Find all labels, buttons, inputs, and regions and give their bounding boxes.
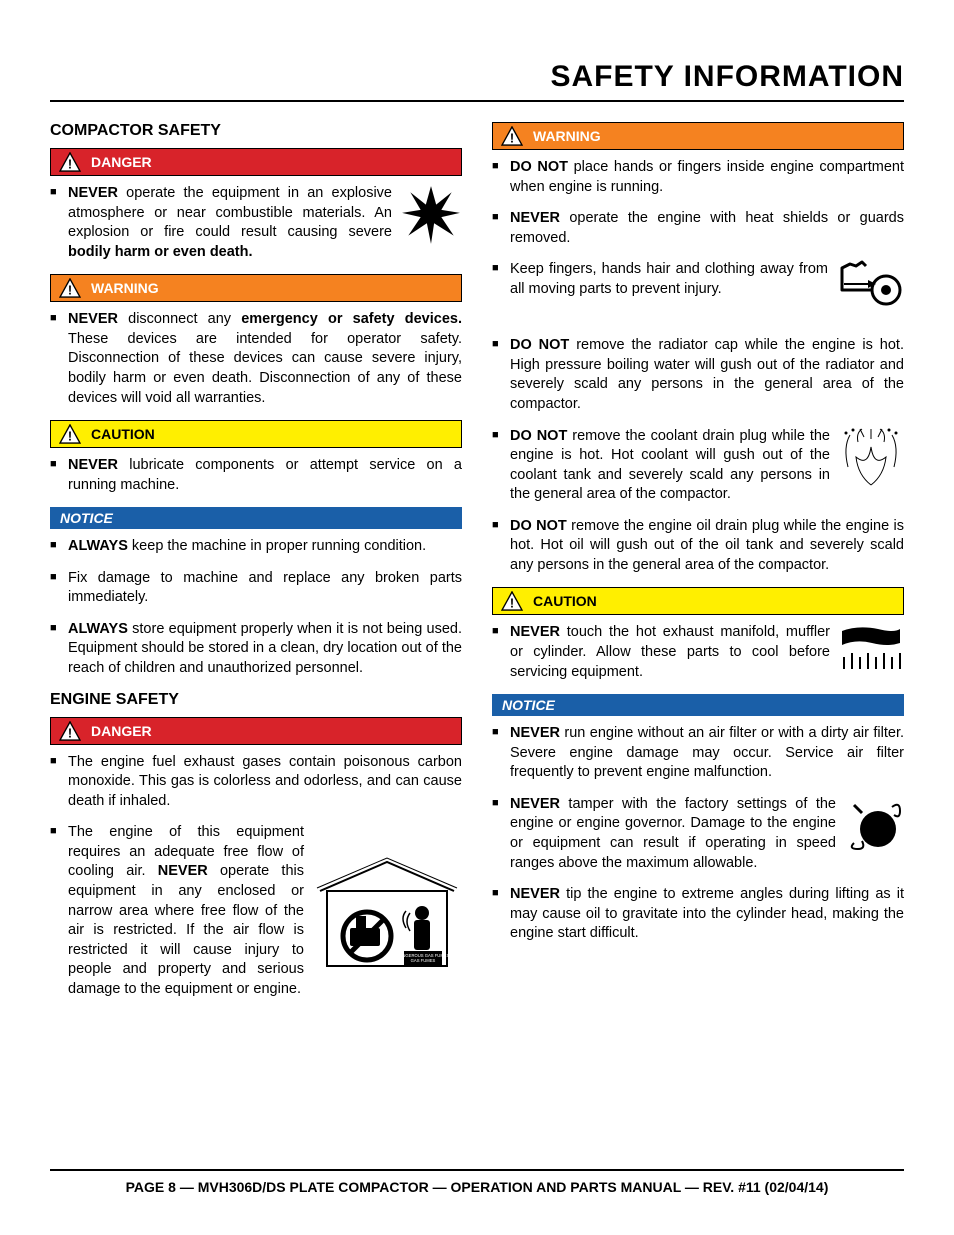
list-item: NEVER operate the engine with heat shiel… <box>492 209 904 248</box>
list-item: NEVER touch the hot exhaust manifold, mu… <box>492 623 904 682</box>
engine-danger-list: The engine fuel exhaust gases contain po… <box>50 753 462 1000</box>
alert-caution-label: CAUTION <box>91 426 155 442</box>
alert-triangle-icon: ! <box>59 278 81 298</box>
alert-danger: ! DANGER <box>50 717 462 745</box>
alert-warning-label: WARNING <box>91 280 159 296</box>
list-item: ALWAYS keep the machine in proper runnin… <box>50 537 462 557</box>
heading-compactor-safety: COMPACTOR SAFETY <box>50 122 462 140</box>
list-item: DO NOT remove the coolant drain plug whi… <box>492 427 904 505</box>
engine-notice-list: NEVER run engine without an air filter o… <box>492 724 904 944</box>
alert-warning: ! WARNING <box>492 122 904 150</box>
hot-surface-icon <box>838 623 904 671</box>
alert-triangle-icon: ! <box>501 591 523 611</box>
svg-text:!: ! <box>68 156 72 171</box>
danger-list: NEVER operate the equipment in an explos… <box>50 184 462 262</box>
alert-warning-label: WARNING <box>533 128 601 144</box>
svg-text:!: ! <box>68 283 72 298</box>
list-item: NEVER tamper with the factory settings o… <box>492 795 904 873</box>
svg-text:GAS FUMES: GAS FUMES <box>411 958 436 963</box>
splash-icon <box>838 427 904 489</box>
list-item: NEVER run engine without an air filter o… <box>492 724 904 783</box>
list-item: DO NOT remove the radiator cap while the… <box>492 336 904 414</box>
warning-list: NEVER disconnect any emergency or safety… <box>50 310 462 408</box>
hand-pulley-icon <box>836 260 904 318</box>
list-item: DO NOT remove the engine oil drain plug … <box>492 517 904 576</box>
engine-caution-list: NEVER touch the hot exhaust manifold, mu… <box>492 623 904 682</box>
list-item: Keep fingers, hands hair and clothing aw… <box>492 260 904 324</box>
content-columns: COMPACTOR SAFETY ! DANGER NEVER operate … <box>50 116 904 1011</box>
explosion-icon <box>400 184 462 246</box>
svg-text:!: ! <box>510 130 514 145</box>
svg-text:!: ! <box>68 725 72 740</box>
alert-warning: ! WARNING <box>50 274 462 302</box>
heading-engine-safety: ENGINE SAFETY <box>50 691 462 709</box>
list-item: ALWAYS store equipment properly when it … <box>50 620 462 679</box>
alert-danger-label: DANGER <box>91 154 152 170</box>
governor-icon <box>844 795 904 855</box>
list-item: DANGEROUS GAS FUMES GAS FUMES The engine… <box>50 823 462 999</box>
svg-text:!: ! <box>510 596 514 611</box>
caution-list: NEVER lubricate components or attempt se… <box>50 456 462 495</box>
alert-triangle-icon: ! <box>59 152 81 172</box>
alert-danger-label: DANGER <box>91 723 152 739</box>
enclosed-area-icon: DANGEROUS GAS FUMES GAS FUMES <box>312 853 462 973</box>
alert-notice: NOTICE <box>50 507 462 529</box>
alert-caution: ! CAUTION <box>492 587 904 615</box>
list-item: NEVER disconnect any emergency or safety… <box>50 310 462 408</box>
list-item: NEVER lubricate components or attempt se… <box>50 456 462 495</box>
alert-triangle-icon: ! <box>59 721 81 741</box>
list-item: NEVER tip the engine to extreme angles d… <box>492 885 904 944</box>
alert-caution: ! CAUTION <box>50 420 462 448</box>
right-column: ! WARNING DO NOT place hands or fingers … <box>492 116 904 1011</box>
alert-notice: NOTICE <box>492 694 904 716</box>
page-title: SAFETY INFORMATION <box>50 60 904 94</box>
alert-danger: ! DANGER <box>50 148 462 176</box>
list-item: DO NOT place hands or fingers inside eng… <box>492 158 904 197</box>
list-item: Fix damage to machine and replace any br… <box>50 569 462 608</box>
engine-warning-list: DO NOT place hands or fingers inside eng… <box>492 158 904 575</box>
list-item: The engine fuel exhaust gases contain po… <box>50 753 462 812</box>
notice-list: ALWAYS keep the machine in proper runnin… <box>50 537 462 678</box>
list-item: NEVER operate the equipment in an explos… <box>50 184 462 262</box>
alert-triangle-icon: ! <box>59 424 81 444</box>
alert-caution-label: CAUTION <box>533 593 597 609</box>
page-footer: PAGE 8 — MVH306D/DS PLATE COMPACTOR — OP… <box>50 1169 904 1195</box>
title-rule <box>50 100 904 102</box>
left-column: COMPACTOR SAFETY ! DANGER NEVER operate … <box>50 116 462 1011</box>
svg-text:!: ! <box>68 428 72 443</box>
alert-triangle-icon: ! <box>501 126 523 146</box>
